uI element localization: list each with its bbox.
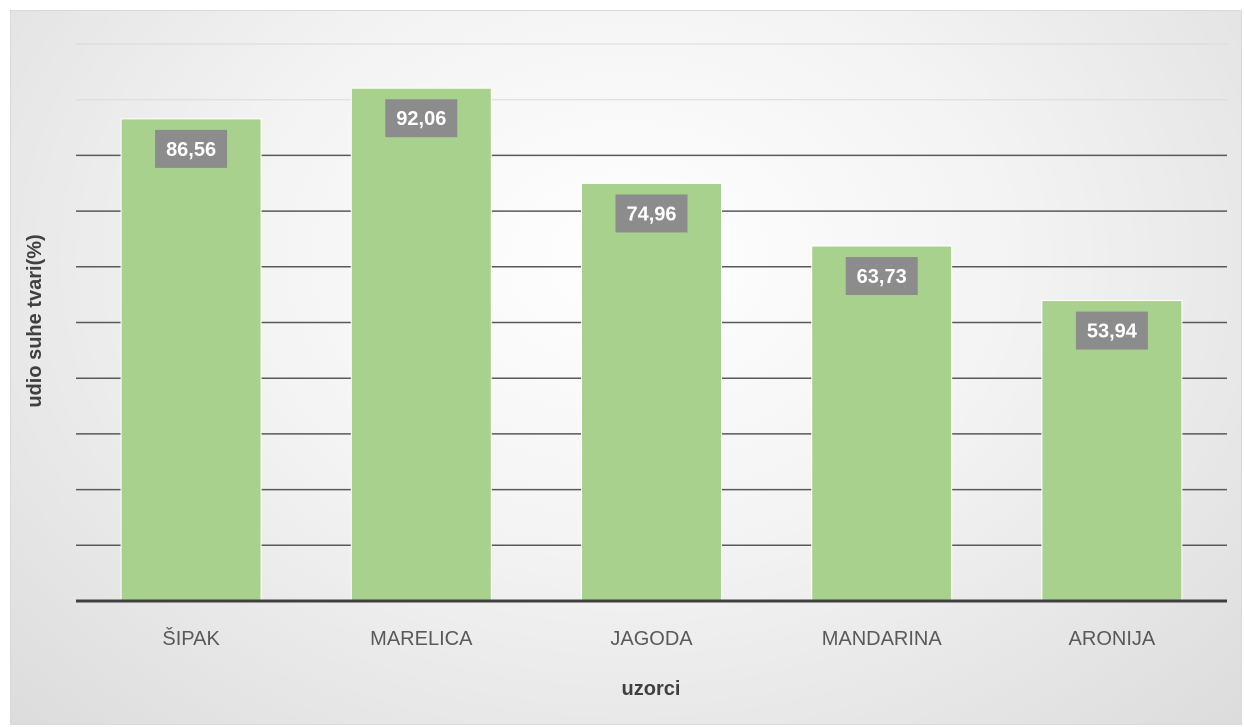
x-tick-label: JAGODA bbox=[610, 628, 693, 650]
bar[interactable] bbox=[1041, 300, 1183, 602]
x-tick-label: MARELICA bbox=[370, 628, 473, 650]
data-label: 92,06 bbox=[396, 108, 446, 130]
x-tick-labels: ŠIPAK MARELICA JAGODA MANDARINA ARONIJA bbox=[162, 627, 1156, 650]
chart-area: 86,56 92,06 74,96 63,73 53,94 ŠIPAK MARELICA J… bbox=[10, 10, 1242, 725]
bar[interactable] bbox=[811, 245, 953, 602]
x-axis-title: uzorci bbox=[622, 678, 681, 700]
data-label: 74,96 bbox=[626, 203, 676, 225]
data-label-box bbox=[845, 257, 918, 296]
data-labels-group: 86,56 92,06 74,96 63,73 53,94 bbox=[155, 99, 1148, 350]
bars-group bbox=[120, 87, 1183, 602]
data-label-box bbox=[615, 194, 688, 233]
x-tick-label: ŠIPAK bbox=[162, 627, 220, 650]
data-label: 86,56 bbox=[166, 139, 216, 161]
data-label-box bbox=[155, 129, 228, 168]
data-label: 63,73 bbox=[857, 266, 907, 288]
bar[interactable] bbox=[581, 182, 722, 602]
bar[interactable] bbox=[120, 118, 262, 602]
data-label: 53,94 bbox=[1087, 321, 1138, 343]
data-label-box bbox=[385, 99, 458, 138]
x-tick-label: ARONIJA bbox=[1069, 628, 1156, 650]
x-tick-label: MANDARINA bbox=[822, 628, 943, 650]
bar-chart: 86,56 92,06 74,96 63,73 53,94 ŠIPAK MARELICA J… bbox=[24, 43, 1227, 700]
bar[interactable] bbox=[350, 87, 492, 602]
data-label-box bbox=[1075, 311, 1148, 350]
y-axis-title: udio suhe tvari(%) bbox=[24, 234, 46, 407]
